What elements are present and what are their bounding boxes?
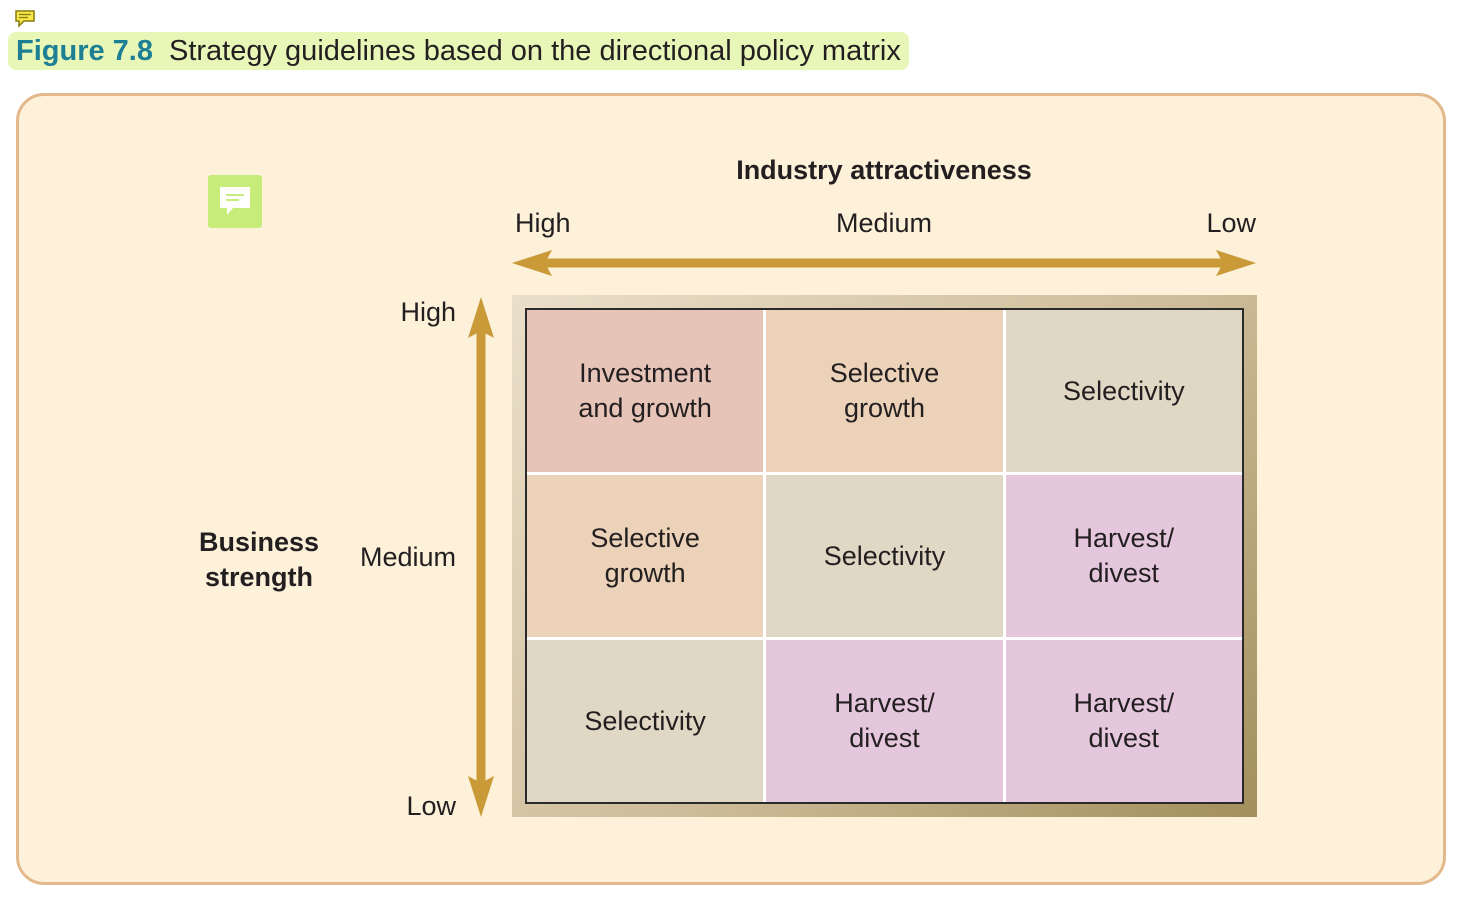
y-axis-high-label: High (400, 297, 456, 327)
matrix-cell: Harvest/ divest (1005, 475, 1242, 637)
matrix-cell: Harvest/ divest (1005, 640, 1242, 802)
cell-label: Harvest/ divest (1073, 523, 1175, 588)
comment-note-icon[interactable] (14, 10, 36, 28)
figure-caption: Strategy guidelines based on the directi… (169, 34, 901, 67)
matrix-cell: Selectivity (766, 475, 1003, 637)
x-axis-low-label: Low (1206, 208, 1256, 238)
matrix-cell: Harvest/ divest (766, 640, 1003, 802)
cell-label: Selectivity (1063, 375, 1185, 406)
y-axis-medium-label: Medium (359, 542, 456, 572)
cell-label: Harvest/ divest (1073, 688, 1175, 753)
cell-label: Selective growth (590, 523, 700, 588)
cell-label: Selective growth (829, 358, 940, 423)
policy-matrix: Investment and growth Selective growth S… (525, 308, 1244, 804)
cell-label: Investment and growth (578, 358, 712, 423)
matrix-cell: Selective growth (527, 475, 764, 637)
comment-note-icon[interactable] (208, 175, 262, 228)
cell-label: Harvest/ divest (834, 688, 935, 753)
vertical-double-arrow (468, 297, 494, 817)
x-axis-title: Industry attractiveness (736, 155, 1032, 185)
figure-number: Figure 7.8 (16, 34, 153, 67)
y-axis-low-label: Low (406, 791, 456, 821)
matrix-cell: Selective growth (766, 310, 1003, 472)
figure-title: Figure 7.8 Strategy guidelines based on … (8, 32, 909, 70)
matrix-cell: Selectivity (527, 640, 764, 802)
matrix-cell: Selectivity (1005, 310, 1242, 472)
y-axis-title: Business strength (198, 527, 320, 592)
horizontal-double-arrow (512, 250, 1256, 276)
matrix-cell: Investment and growth (527, 310, 764, 472)
cell-label: Selectivity (823, 540, 946, 571)
x-axis-medium-label: Medium (835, 208, 933, 238)
cell-label: Selectivity (584, 705, 706, 736)
x-axis-high-label: High (515, 208, 571, 238)
